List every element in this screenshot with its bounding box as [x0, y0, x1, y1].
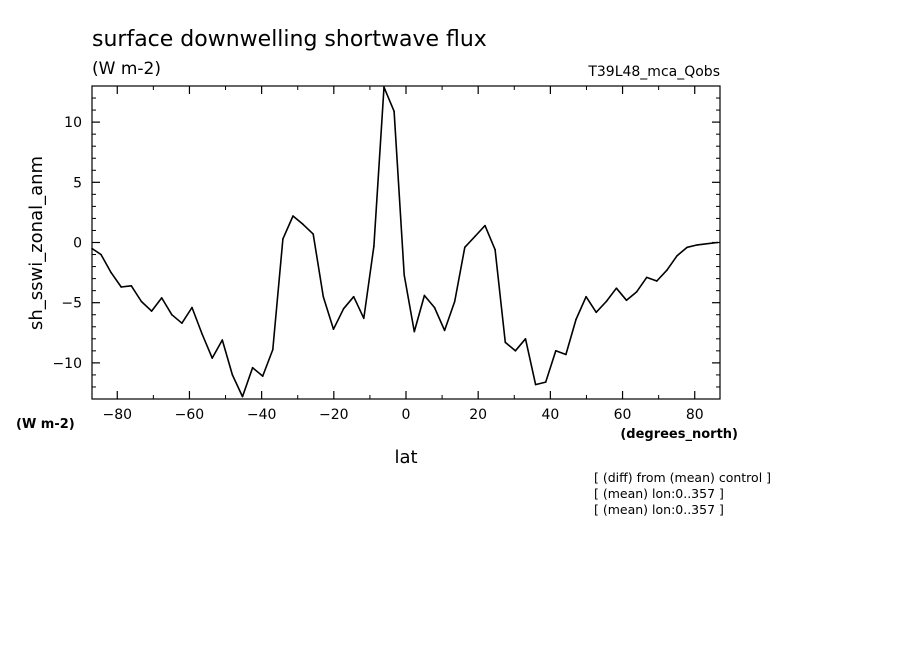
data-point: [130, 285, 133, 287]
plot-frame: [91, 85, 721, 400]
data-point: [91, 247, 93, 250]
data-point: [706, 242, 709, 245]
note-line-3: [ (mean) lon:0..357 ]: [594, 502, 724, 517]
data-point: [362, 317, 365, 320]
data-point: [605, 300, 608, 303]
data-point: [282, 238, 284, 240]
data-point: [170, 313, 173, 316]
y-axis-label: sh_sswi_zonal_anm: [26, 156, 47, 330]
data-point: [635, 291, 638, 293]
data-point: [534, 383, 537, 386]
x-tick-label: −60: [175, 407, 205, 423]
y-axis-tick-labels: −10 −5 0 5 10: [52, 115, 82, 372]
data-point: [312, 233, 315, 235]
data-point: [272, 348, 274, 351]
x-axis-label: lat: [394, 447, 417, 468]
x-tick-label: 60: [614, 407, 632, 423]
note-line-2: [ (mean) lon:0..357 ]: [594, 486, 724, 501]
data-point: [110, 271, 112, 274]
chart-subtitle: (W m-2): [92, 59, 161, 79]
data-point: [140, 300, 143, 303]
data-point: [150, 310, 153, 312]
y-units-label: (W m-2): [16, 417, 75, 432]
data-point: [322, 295, 325, 298]
x-tick-label: −40: [247, 407, 277, 423]
data-point: [554, 350, 557, 352]
data-point: [625, 299, 628, 302]
x-axis-ticks: [116, 86, 696, 399]
data-point: [575, 318, 577, 321]
data-point: [504, 341, 507, 344]
data-point: [595, 311, 598, 314]
x-units-label: (degrees_north): [620, 427, 738, 442]
series-points: [91, 86, 719, 398]
series-line: [91, 86, 718, 398]
data-point: [100, 253, 102, 256]
data-point: [524, 338, 527, 340]
data-point: [544, 381, 547, 383]
data-point: [464, 246, 466, 249]
data-point: [332, 328, 335, 330]
y-axis-ticks: [92, 97, 720, 388]
data-point: [474, 235, 476, 238]
note-line-1: [ (diff) from (mean) control ]: [594, 470, 771, 485]
y-tick-label: 5: [73, 175, 82, 191]
x-tick-label: −20: [319, 407, 349, 423]
data-point: [615, 287, 618, 290]
data-point: [716, 241, 719, 244]
data-point: [565, 353, 567, 356]
x-tick-label: 20: [469, 407, 487, 423]
data-point: [292, 215, 294, 217]
x-tick-label: 80: [686, 407, 704, 423]
data-point: [393, 110, 395, 113]
y-tick-label: 10: [64, 115, 82, 131]
data-point: [696, 244, 699, 246]
x-tick-label: 0: [402, 407, 411, 423]
data-point: [666, 269, 668, 271]
data-point: [201, 333, 203, 335]
data-point: [231, 374, 234, 376]
data-point: [585, 295, 587, 298]
data-point: [484, 224, 486, 227]
data-point: [352, 295, 355, 298]
y-tick-label: −5: [61, 296, 82, 312]
data-point: [686, 246, 688, 249]
x-axis-tick-labels: −80 −60 −40 −20 0 20 40 60 80: [102, 407, 703, 423]
x-tick-label: 40: [541, 407, 559, 423]
data-point: [221, 339, 224, 341]
experiment-label: T39L48_mca_Qobs: [587, 64, 720, 80]
data-point: [160, 297, 163, 299]
data-point: [251, 366, 254, 369]
chart-title: surface downwelling shortwave flux: [92, 27, 487, 52]
data-point: [241, 395, 244, 398]
data-point: [423, 294, 426, 297]
data-point: [453, 300, 456, 303]
data-point: [261, 375, 264, 377]
data-point: [443, 329, 446, 332]
data-point: [373, 245, 375, 247]
data-point: [181, 322, 183, 324]
data-point: [191, 306, 193, 309]
data-point: [211, 357, 213, 359]
y-tick-label: −10: [52, 356, 82, 372]
data-point: [383, 86, 385, 89]
y-tick-label: 0: [73, 236, 82, 252]
data-point: [403, 274, 405, 276]
data-point: [302, 223, 304, 226]
data-point: [413, 330, 416, 333]
data-point: [645, 276, 648, 279]
data-point: [433, 306, 436, 309]
data-point: [494, 248, 496, 251]
x-tick-label: −80: [102, 407, 132, 423]
data-point: [656, 280, 658, 282]
data-point: [676, 254, 678, 257]
data-point: [514, 350, 517, 352]
data-point: [342, 307, 345, 310]
data-point: [120, 286, 123, 288]
